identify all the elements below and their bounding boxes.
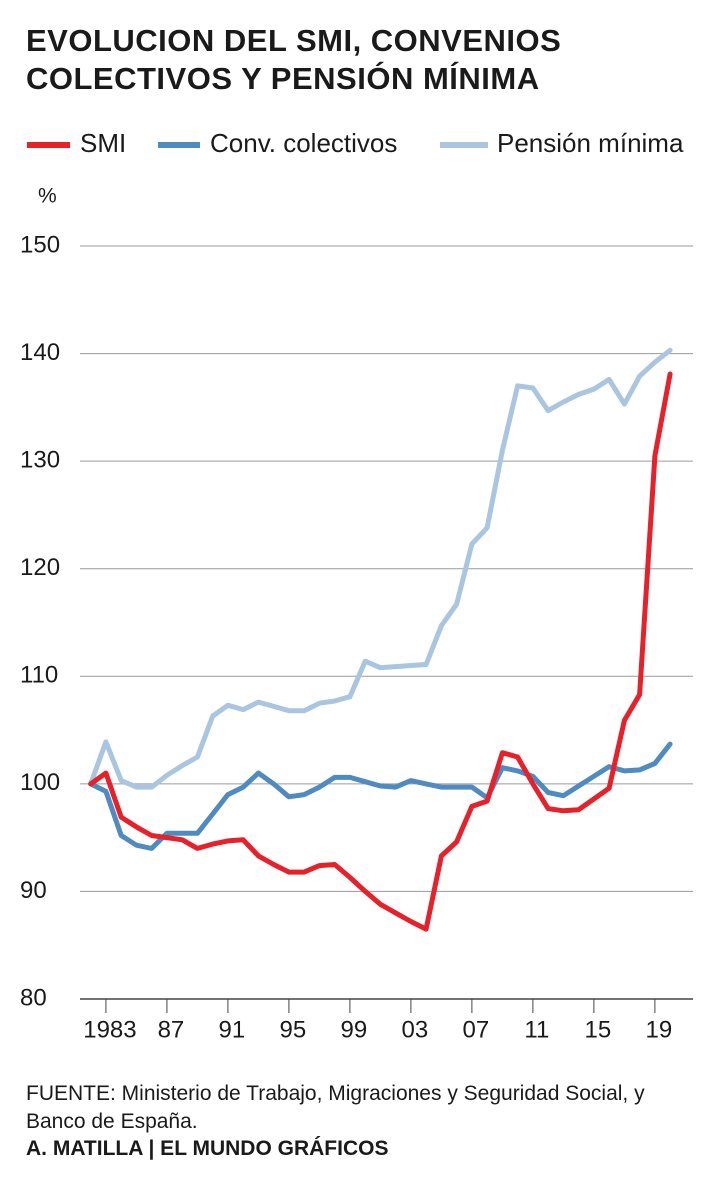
- x-tick-label: 99: [341, 1016, 368, 1043]
- x-tick-label: 19: [646, 1016, 673, 1043]
- series-line: [88, 741, 673, 851]
- y-tick-label: 80: [20, 984, 47, 1011]
- y-tick-label: 120: [20, 554, 60, 581]
- credit: A. MATILLA | EL MUNDO GRÁFICOS: [26, 1137, 389, 1160]
- x-tick-label: 15: [585, 1016, 612, 1043]
- x-tick-label: 91: [219, 1016, 246, 1043]
- y-tick-label: 110: [20, 662, 58, 689]
- x-tick-label: 11: [524, 1016, 549, 1043]
- legend-label: SMI: [80, 128, 126, 158]
- series-line: [88, 347, 673, 790]
- x-tick-label: 1983: [83, 1016, 136, 1043]
- legend-label: Pensión mínima: [497, 128, 684, 158]
- x-tick-label: 07: [463, 1016, 490, 1043]
- y-tick-label: 100: [20, 769, 60, 796]
- y-tick-label: 130: [20, 446, 60, 473]
- x-tick-label: 87: [158, 1016, 185, 1043]
- chart-title: EVOLUCION DEL SMI, CONVENIOS COLECTIVOS …: [26, 23, 562, 96]
- x-tick-label: 95: [280, 1016, 307, 1043]
- source: FUENTE: Ministerio de Trabajo, Migracion…: [26, 1082, 645, 1133]
- y-tick-label: 90: [20, 877, 47, 904]
- y-axis-label: %: [38, 185, 57, 208]
- y-tick-label: 150: [20, 231, 60, 258]
- series-line: [88, 371, 673, 932]
- x-tick-label: 03: [402, 1016, 429, 1043]
- y-tick-label: 140: [20, 339, 60, 366]
- legend-label: Conv. colectivos: [210, 128, 397, 158]
